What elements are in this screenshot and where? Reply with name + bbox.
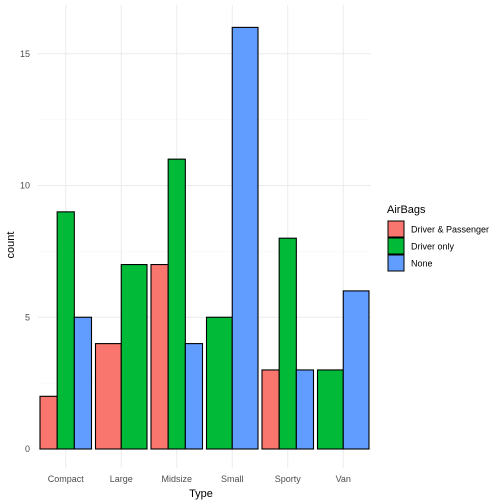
x-axis-ticks: Compact Large Midsize Small Sporty Van xyxy=(48,474,351,484)
y-tick-label: 15 xyxy=(20,49,30,59)
legend-label: Driver only xyxy=(411,242,455,252)
legend-swatch xyxy=(387,237,405,255)
bar-midsize-driver-only xyxy=(167,158,186,450)
bar-small-driver-only xyxy=(205,316,233,450)
legend-title: AirBags xyxy=(387,204,426,216)
x-tick-label: Van xyxy=(336,474,351,484)
legend-label: None xyxy=(411,259,433,269)
legend: AirBags Driver & Passenger Driver only Non… xyxy=(387,204,489,272)
bar-sporty-driver-only xyxy=(278,237,297,450)
x-tick-label: Compact xyxy=(48,474,85,484)
legend-swatch xyxy=(387,220,405,238)
bar-compact-driver-passenger xyxy=(39,395,58,450)
bar-small-none xyxy=(231,26,259,450)
x-tick-label: Midsize xyxy=(161,474,192,484)
bar-midsize-driver-passenger xyxy=(150,263,169,450)
bar-compact-driver-only xyxy=(56,211,75,450)
y-tick-label: 5 xyxy=(25,312,30,322)
x-axis-title: Type xyxy=(189,488,213,500)
bar-large-driver-passenger xyxy=(94,343,122,450)
legend-swatch xyxy=(387,254,405,272)
bar-van-none xyxy=(342,290,370,450)
bar-large-driver-only xyxy=(120,263,148,450)
x-tick-label: Small xyxy=(221,474,244,484)
bar-sporty-driver-passenger xyxy=(261,369,280,450)
y-tick-label: 0 xyxy=(25,444,30,454)
bar-van-driver-only xyxy=(316,369,344,450)
x-tick-label: Sporty xyxy=(275,474,302,484)
y-tick-label: 10 xyxy=(20,181,30,191)
y-axis-title: count xyxy=(5,232,17,259)
bar-sporty-none xyxy=(295,369,315,450)
y-axis-ticks: 0 5 10 15 xyxy=(20,49,30,454)
legend-label: Driver & Passenger xyxy=(411,225,489,235)
bars xyxy=(39,26,370,450)
bar-compact-none xyxy=(73,316,93,450)
legend-items: Driver & Passenger Driver only None xyxy=(387,220,489,272)
x-tick-label: Large xyxy=(110,474,133,484)
bar-midsize-none xyxy=(184,343,204,450)
